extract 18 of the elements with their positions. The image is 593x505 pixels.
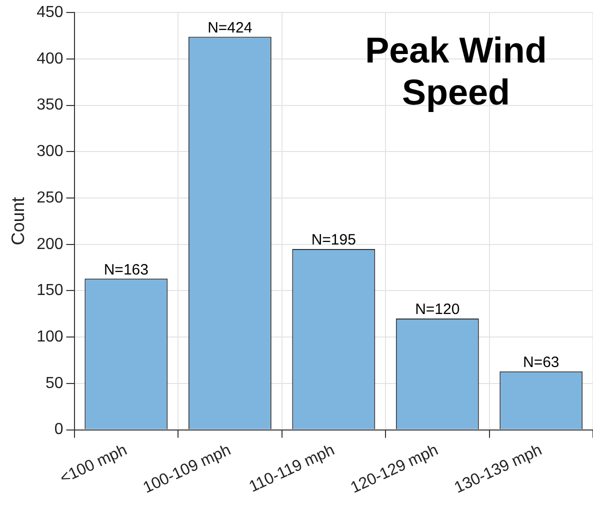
y-tick-label: 250 [36,189,64,206]
y-tick-label: 0 [54,421,64,438]
y-tick-label: 200 [36,236,64,253]
y-tick-label: 450 [36,4,64,22]
annotation: Peak Wind Speed [365,30,547,113]
data-label: N=195 [311,232,356,249]
y-axis-title: Count [8,197,28,246]
y-tick-label: 100 [36,328,64,346]
data-label: N=424 [208,19,252,36]
x-tick-label: <100 mph [58,442,130,488]
y-tick-label: 400 [36,50,64,68]
y-tick-label: 50 [46,374,64,392]
y-tick-label: 350 [36,96,64,114]
data-label: N=63 [522,354,560,371]
y-tick-label: 150 [36,282,64,300]
data-label: N=120 [415,301,460,318]
data-label: N=163 [104,261,148,278]
y-tick-label: 300 [36,143,64,160]
